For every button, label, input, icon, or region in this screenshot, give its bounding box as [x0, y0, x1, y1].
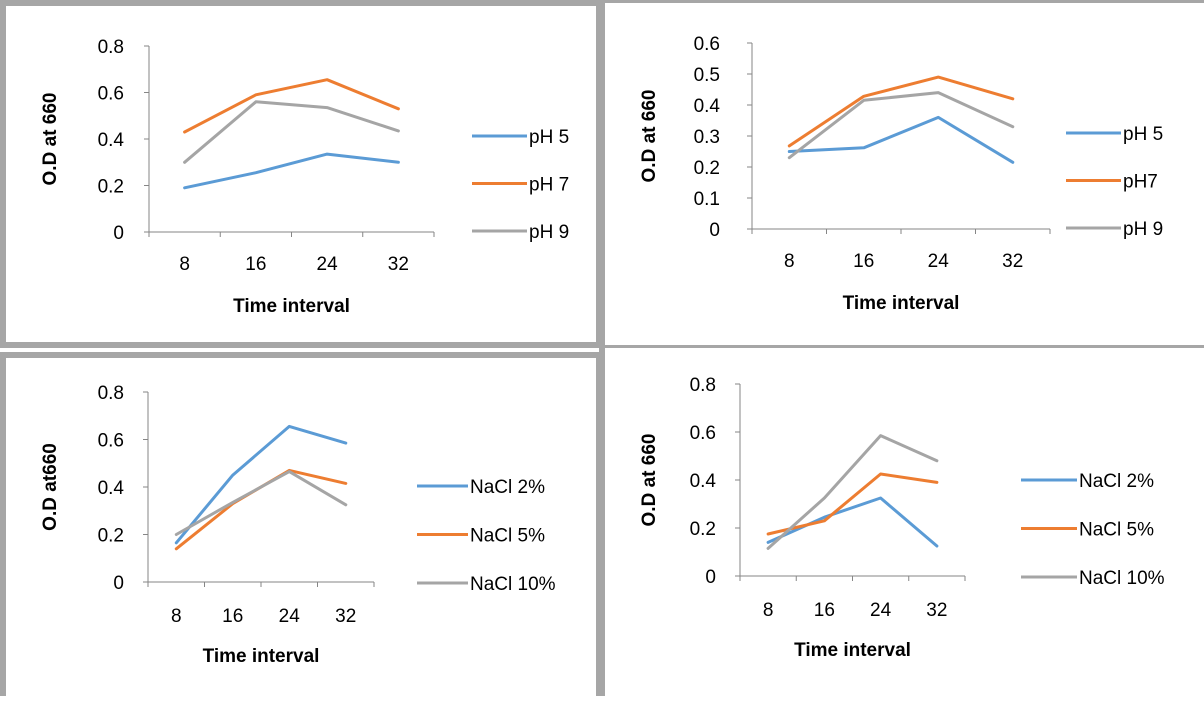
- line-chart: 0 0.2 0.4 0.6 0.8 8 16 24 32 Time interval O.D at6…: [40, 383, 556, 667]
- y-tick-label: 0.4: [98, 478, 125, 499]
- series-line: [183, 78, 400, 134]
- legend-label: NaCl 2%: [470, 477, 545, 498]
- x-tick-label: 8: [179, 254, 190, 275]
- legend-label: NaCl 10%: [1079, 568, 1165, 589]
- series-line: [766, 496, 939, 548]
- legend-label: NaCl 5%: [470, 526, 545, 547]
- legend-label: pH 9: [1123, 219, 1163, 240]
- x-tick-label: 24: [928, 251, 950, 272]
- y-tick-label: 0.8: [98, 383, 124, 404]
- y-tick-label: 0: [709, 220, 720, 241]
- x-tick-label: 32: [388, 254, 409, 275]
- y-tick-label: 0.6: [98, 431, 124, 452]
- y-tick-label: 0: [705, 567, 716, 588]
- legend-label: NaCl 2%: [1079, 471, 1154, 492]
- y-tick-label: 0.2: [694, 158, 720, 179]
- y-axis-title: O.D at 660: [639, 434, 660, 527]
- series-line: [183, 100, 400, 164]
- y-axis-title: O.D at660: [40, 443, 61, 531]
- series-line: [183, 152, 400, 190]
- legend-label: NaCl 5%: [1079, 520, 1154, 541]
- legend-label: pH 5: [529, 127, 569, 148]
- y-tick-label: 0.5: [694, 65, 720, 86]
- x-axis-title: Time interval: [203, 646, 320, 667]
- y-tick-label: 0.2: [690, 519, 716, 540]
- x-tick-label: 24: [317, 254, 339, 275]
- series-line: [174, 424, 348, 545]
- line-chart: 0 0.2 0.4 0.6 0.8 8 16 24 32 Time interval O.D at …: [639, 375, 1165, 661]
- y-tick-label: 0.6: [694, 34, 720, 55]
- legend-label: NaCl 10%: [470, 574, 556, 595]
- x-axis-title: Time interval: [794, 640, 911, 661]
- y-tick-label: 0.8: [690, 375, 716, 396]
- y-tick-label: 0.2: [98, 177, 124, 198]
- x-tick-label: 8: [784, 251, 795, 272]
- panel-divider-vertical: [599, 0, 605, 696]
- series-line: [766, 434, 939, 550]
- line-chart: 0 0.2 0.4 0.6 0.8 8 16 24 32 Time interval O.D at …: [40, 37, 569, 317]
- series-line: [174, 468, 348, 551]
- x-tick-label: 8: [171, 606, 182, 627]
- legend-label: pH 9: [529, 222, 569, 243]
- x-tick-label: 32: [1002, 251, 1023, 272]
- chart-panel-ph-2: 0 0.1 0.2 0.3 0.4 0.5 0.6 8 16 24 32 Time interval O…: [602, 0, 1204, 348]
- x-tick-label: 16: [814, 600, 835, 621]
- series-line: [787, 115, 1015, 164]
- y-tick-label: 0: [113, 573, 124, 594]
- series-line: [787, 91, 1015, 160]
- x-tick-label: 16: [245, 254, 266, 275]
- chart-panel-nacl-2: 0 0.2 0.4 0.6 0.8 8 16 24 32 Time interval O.D at …: [602, 352, 1204, 696]
- y-tick-label: 0.3: [694, 127, 720, 148]
- x-tick-label: 32: [335, 606, 356, 627]
- y-tick-label: 0.4: [98, 130, 125, 151]
- y-tick-label: 0.8: [98, 37, 124, 58]
- y-tick-label: 0.6: [690, 423, 716, 444]
- x-tick-label: 32: [926, 600, 947, 621]
- y-tick-label: 0.2: [98, 526, 124, 547]
- x-tick-label: 8: [763, 600, 774, 621]
- y-tick-label: 0.4: [690, 471, 717, 492]
- y-tick-label: 0.6: [98, 84, 124, 105]
- chart-panel-ph-1: 0 0.2 0.4 0.6 0.8 8 16 24 32 Time interval O.D at …: [0, 0, 602, 348]
- x-axis-title: Time interval: [233, 296, 350, 317]
- x-axis-title: Time interval: [843, 293, 960, 314]
- series-line: [174, 470, 348, 536]
- series-line: [787, 75, 1015, 148]
- y-axis-title: O.D at 660: [639, 90, 660, 183]
- line-chart: 0 0.1 0.2 0.3 0.4 0.5 0.6 8 16 24 32 Time interval O…: [639, 34, 1163, 314]
- legend-label: pH 7: [529, 175, 569, 196]
- chart-panel-nacl-1: 0 0.2 0.4 0.6 0.8 8 16 24 32 Time interval O.D at6…: [0, 352, 602, 696]
- y-axis-title: O.D at 660: [40, 93, 61, 186]
- series-line: [766, 472, 939, 536]
- legend-label: pH7: [1123, 172, 1158, 193]
- x-tick-label: 24: [279, 606, 301, 627]
- x-tick-label: 16: [222, 606, 243, 627]
- x-tick-label: 16: [853, 251, 874, 272]
- legend-label: pH 5: [1123, 124, 1163, 145]
- y-tick-label: 0.1: [694, 189, 720, 210]
- x-tick-label: 24: [870, 600, 892, 621]
- y-tick-label: 0.4: [694, 96, 721, 117]
- y-tick-label: 0: [113, 223, 124, 244]
